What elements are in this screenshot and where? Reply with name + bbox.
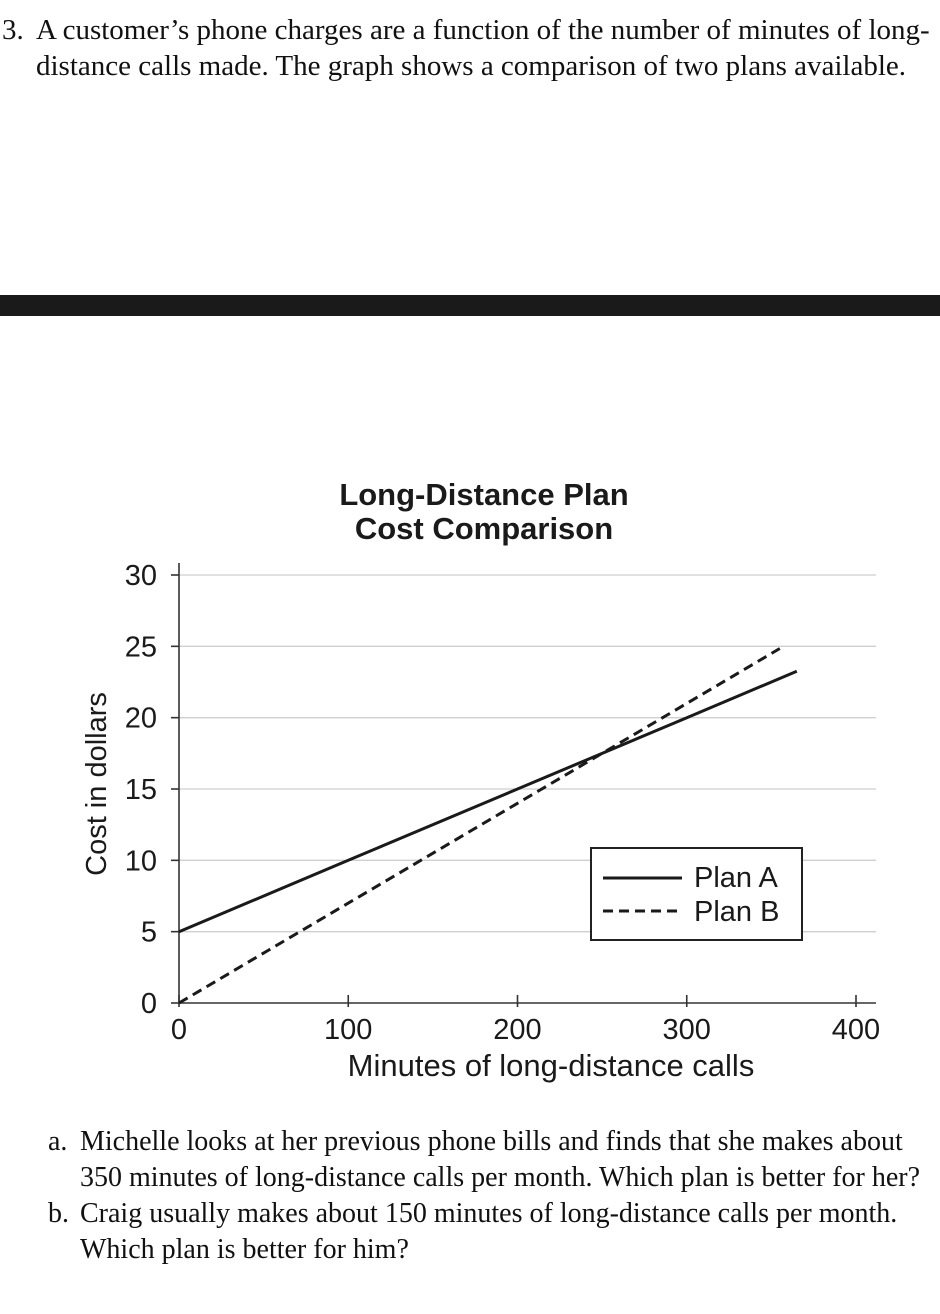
series-lines: [178, 647, 798, 1005]
axes: [171, 563, 876, 1007]
x-axis-label: Minutes of long-distance calls: [348, 1048, 755, 1083]
question-b-text: Craig usually makes about 150 minutes of…: [80, 1198, 898, 1265]
x-tick-label-0: 0: [171, 1014, 187, 1046]
y-tick-labels: 0 5 10 15 20 25 30: [125, 560, 157, 1020]
x-tick-labels: 0 100 200 300 400: [171, 1014, 880, 1046]
question-b: b. Craig usually makes about 150 minutes…: [48, 1196, 928, 1268]
chart-title-line-2: Cost Comparison: [355, 511, 613, 546]
x-tick-label-400: 400: [832, 1014, 880, 1046]
x-tick-label-200: 200: [493, 1014, 541, 1046]
question-a: a. Michelle looks at her previous phone …: [48, 1124, 928, 1196]
y-tick-label-10: 10: [125, 845, 157, 877]
y-tick-label-20: 20: [125, 703, 157, 735]
series-line-plan-a: [178, 669, 798, 934]
cost-comparison-chart: Long-Distance Plan Cost Comparison 0 5 10 1…: [81, 477, 880, 1083]
question-a-text: Michelle looks at her previous phone bil…: [80, 1126, 921, 1193]
legend-label-plan-a: Plan A: [694, 862, 778, 894]
y-tick-label-25: 25: [125, 631, 157, 663]
y-axis-label: Cost in dollars: [81, 692, 113, 876]
chart-title-line-1: Long-Distance Plan: [339, 477, 628, 512]
legend-label-plan-b: Plan B: [694, 896, 779, 928]
x-tick-label-100: 100: [324, 1014, 372, 1046]
problem-number: 3.: [2, 14, 24, 46]
question-b-label: b.: [48, 1198, 69, 1229]
problem-statement: 3. A customer’s phone charges are a func…: [2, 12, 936, 84]
problem-text: A customer’s phone charges are a functio…: [36, 14, 930, 82]
section-divider: [0, 295, 940, 316]
y-tick-label-0: 0: [141, 988, 157, 1020]
y-tick-label-15: 15: [125, 774, 157, 806]
question-list: a. Michelle looks at her previous phone …: [48, 1124, 928, 1268]
x-tick-label-300: 300: [663, 1014, 711, 1046]
series-line-plan-b: [178, 647, 781, 1005]
y-tick-label-30: 30: [125, 560, 157, 592]
legend-box: [590, 847, 803, 941]
chart-legend: Plan A Plan B: [590, 847, 803, 941]
question-a-label: a.: [48, 1126, 68, 1157]
y-tick-label-5: 5: [141, 917, 157, 949]
